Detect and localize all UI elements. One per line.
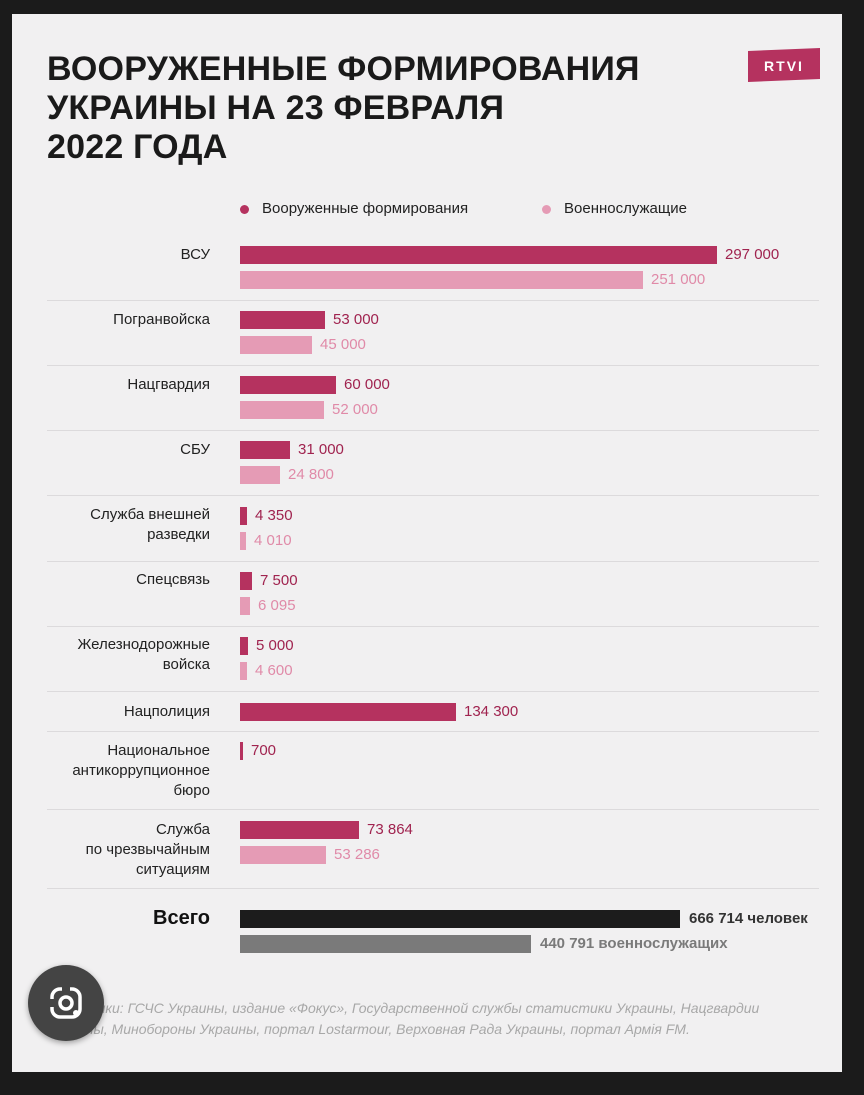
bar-military bbox=[240, 466, 280, 484]
value-label-armed: 4 350 bbox=[255, 507, 293, 524]
category-label: Спецсвязь bbox=[136, 571, 210, 588]
row-separator bbox=[47, 365, 819, 366]
bar-armed bbox=[240, 507, 247, 525]
value-label-military: 6 095 bbox=[258, 597, 296, 614]
row-separator bbox=[47, 430, 819, 431]
bar-military bbox=[240, 662, 247, 680]
bar-total-military bbox=[240, 935, 531, 953]
category-label: Служба по чрезвычайным ситуациям bbox=[85, 821, 210, 878]
category-label: Служба внешней разведки bbox=[90, 506, 210, 543]
bar-military bbox=[240, 271, 643, 289]
category-label: Нацполиция bbox=[123, 703, 210, 720]
value-label-military: 53 286 bbox=[334, 846, 380, 863]
value-label-total-military: 440 791 военнослужащих bbox=[540, 935, 728, 952]
row-separator bbox=[47, 888, 819, 889]
value-label-military: 24 800 bbox=[288, 466, 334, 483]
row-separator bbox=[47, 300, 819, 301]
row-separator bbox=[47, 731, 819, 732]
legend-label-armed: Вооруженные формирования bbox=[262, 200, 469, 217]
row-separator bbox=[47, 691, 819, 692]
value-label-armed: 297 000 bbox=[725, 246, 780, 263]
value-label-military: 4 010 bbox=[254, 532, 292, 549]
value-label-armed: 53 000 bbox=[333, 311, 379, 328]
value-label-armed: 7 500 bbox=[260, 572, 298, 589]
value-label-military: 4 600 bbox=[255, 662, 293, 679]
value-label-military: 52 000 bbox=[332, 401, 378, 418]
row-separator bbox=[47, 809, 819, 810]
value-label-armed: 134 300 bbox=[464, 703, 519, 720]
infographic-card: ВООРУЖЕННЫЕ ФОРМИРОВАНИЯ УКРАИНЫ НА 23 Ф… bbox=[12, 14, 842, 1072]
value-label-total-armed: 666 714 человек bbox=[689, 910, 808, 927]
value-label-armed: 5 000 bbox=[256, 637, 294, 654]
bar-armed bbox=[240, 441, 290, 459]
legend-label-military: Военнослужащие bbox=[564, 200, 687, 217]
bar-military bbox=[240, 532, 246, 550]
legend-dot-armed bbox=[240, 205, 249, 214]
value-label-armed: 60 000 bbox=[344, 376, 390, 393]
value-label-armed: 31 000 bbox=[298, 441, 344, 458]
google-lens-icon bbox=[48, 985, 82, 1019]
category-label: Железнодорожные войска bbox=[77, 636, 210, 673]
rtvi-logo: RTVI bbox=[748, 48, 820, 82]
legend-dot-military bbox=[542, 205, 551, 214]
category-label: СБУ bbox=[180, 441, 210, 458]
bar-total-armed bbox=[240, 910, 680, 928]
bar-armed bbox=[240, 246, 717, 264]
category-label: Погранвойска bbox=[113, 311, 210, 328]
category-label: ВСУ bbox=[180, 246, 210, 263]
google-lens-button[interactable] bbox=[28, 965, 104, 1041]
bar-armed bbox=[240, 821, 359, 839]
value-label-armed: 700 bbox=[251, 742, 277, 759]
bar-military bbox=[240, 846, 326, 864]
bar-armed bbox=[240, 311, 325, 329]
logo-badge-icon bbox=[748, 48, 820, 82]
bar-military bbox=[240, 401, 324, 419]
bar-armed bbox=[240, 742, 243, 760]
chart-title: ВООРУЖЕННЫЕ ФОРМИРОВАНИЯ УКРАИНЫ НА 23 Ф… bbox=[47, 50, 640, 166]
category-label: Национальное антикоррупционное бюро bbox=[72, 742, 210, 799]
value-label-military: 251 000 bbox=[651, 271, 706, 288]
category-label: Нацгвардия bbox=[127, 376, 210, 393]
logo-text: RTVI bbox=[764, 58, 804, 74]
bar-armed bbox=[240, 572, 252, 590]
row-separator bbox=[47, 561, 819, 562]
bar-military bbox=[240, 336, 312, 354]
source-note: Источники: ГСЧС Украины, издание «Фокус»… bbox=[47, 1000, 760, 1037]
total-label: Всего bbox=[153, 907, 210, 929]
bar-armed bbox=[240, 703, 456, 721]
bar-armed bbox=[240, 637, 248, 655]
value-label-military: 45 000 bbox=[320, 336, 366, 353]
row-separator bbox=[47, 495, 819, 496]
bar-military bbox=[240, 597, 250, 615]
row-separator bbox=[47, 626, 819, 627]
value-label-armed: 73 864 bbox=[367, 821, 413, 838]
bar-armed bbox=[240, 376, 336, 394]
